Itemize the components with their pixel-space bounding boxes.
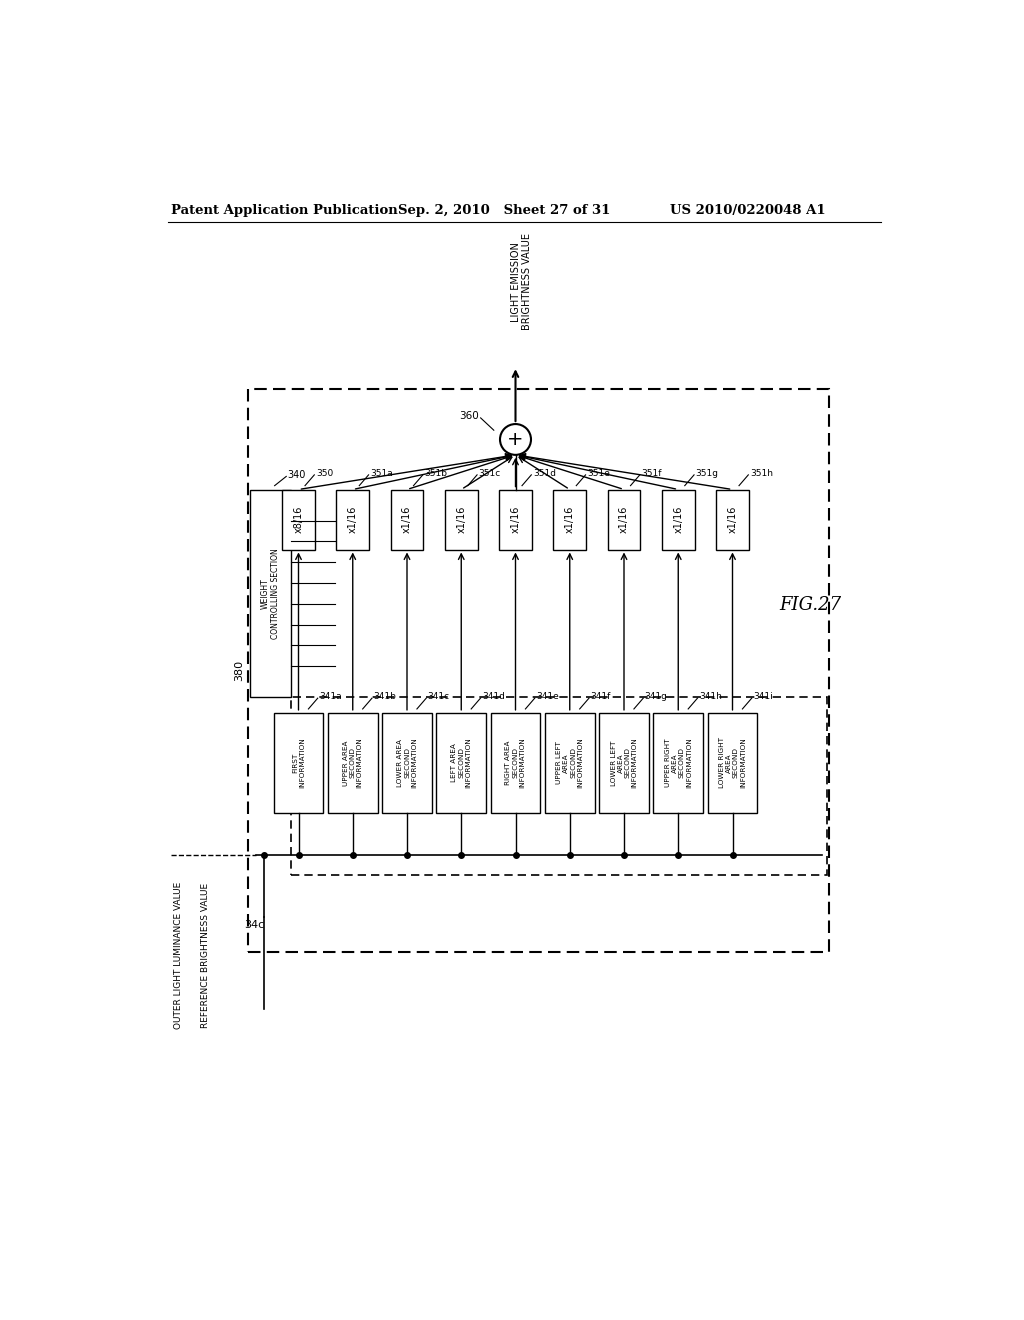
Bar (445, 490, 477, 549)
Bar (653, 713, 703, 813)
Text: 351a: 351a (370, 469, 393, 478)
Text: 351c: 351c (478, 469, 501, 478)
Text: 351b: 351b (424, 469, 447, 478)
Text: LOWER RIGHT
AREA
SECOND
INFORMATION: LOWER RIGHT AREA SECOND INFORMATION (719, 738, 746, 788)
Text: FIG.27: FIG.27 (779, 597, 841, 614)
Bar (599, 713, 649, 813)
Text: UPPER RIGHT
AREA
SECOND
INFORMATION: UPPER RIGHT AREA SECOND INFORMATION (665, 738, 692, 788)
Text: 380: 380 (234, 660, 245, 681)
Text: 350: 350 (315, 469, 333, 478)
Bar (500, 490, 531, 549)
Text: WEIGHT
CONTROLLING SECTION: WEIGHT CONTROLLING SECTION (261, 548, 281, 639)
Text: x1/16: x1/16 (673, 506, 683, 533)
Bar (554, 490, 586, 549)
Text: UPPER LEFT
AREA
SECOND
INFORMATION: UPPER LEFT AREA SECOND INFORMATION (556, 738, 584, 788)
Text: REFERENCE BRIGHTNESS VALUE: REFERENCE BRIGHTNESS VALUE (201, 883, 210, 1028)
Text: 341a: 341a (319, 692, 342, 701)
Text: LIGHT EMISSION
BRIGHTNESS VALUE: LIGHT EMISSION BRIGHTNESS VALUE (511, 234, 532, 330)
Text: x1/16: x1/16 (457, 506, 466, 533)
Bar (248, 389, 829, 952)
Bar (662, 490, 694, 549)
Text: 341e: 341e (537, 692, 559, 701)
Text: UPPER AREA
SECOND
INFORMATION: UPPER AREA SECOND INFORMATION (343, 738, 362, 788)
Bar (607, 490, 640, 549)
Bar (716, 490, 749, 549)
Text: 351h: 351h (750, 469, 773, 478)
Bar (545, 713, 595, 813)
Text: LOWER LEFT
AREA
SECOND
INFORMATION: LOWER LEFT AREA SECOND INFORMATION (610, 738, 638, 788)
Text: x1/16: x1/16 (511, 506, 520, 533)
Text: 341b: 341b (374, 692, 396, 701)
Text: Sep. 2, 2010   Sheet 27 of 31: Sep. 2, 2010 Sheet 27 of 31 (397, 205, 610, 218)
Text: 351e: 351e (587, 469, 610, 478)
Text: 34c: 34c (244, 920, 264, 929)
Bar (273, 713, 324, 813)
Bar (291, 697, 827, 875)
Text: x1/16: x1/16 (565, 506, 574, 533)
Text: 351g: 351g (695, 469, 719, 478)
Text: x1/16: x1/16 (618, 506, 629, 533)
Bar (328, 713, 378, 813)
Text: 351f: 351f (641, 469, 662, 478)
Text: x1/16: x1/16 (402, 506, 412, 533)
Bar (391, 490, 423, 549)
Text: 341d: 341d (482, 692, 505, 701)
Text: FIRST
INFORMATION: FIRST INFORMATION (292, 738, 305, 788)
Text: 341c: 341c (428, 692, 450, 701)
Text: 360: 360 (460, 412, 479, 421)
Text: +: + (507, 430, 523, 449)
Bar (490, 713, 541, 813)
Bar (382, 713, 432, 813)
Text: US 2010/0220048 A1: US 2010/0220048 A1 (671, 205, 826, 218)
Text: 340: 340 (288, 470, 306, 480)
Text: x1/16: x1/16 (348, 506, 357, 533)
Text: 341i: 341i (754, 692, 773, 701)
Text: LOWER AREA
SECOND
INFORMATION: LOWER AREA SECOND INFORMATION (397, 738, 417, 788)
Bar (251, 490, 291, 697)
Text: 341h: 341h (699, 692, 722, 701)
Text: LEFT AREA
SECOND
INFORMATION: LEFT AREA SECOND INFORMATION (452, 738, 471, 788)
Bar (283, 490, 314, 549)
Text: 341g: 341g (645, 692, 668, 701)
Text: 341f: 341f (591, 692, 611, 701)
Bar (708, 713, 758, 813)
Text: OUTER LIGHT LUMINANCE VALUE: OUTER LIGHT LUMINANCE VALUE (174, 882, 183, 1030)
Text: 351d: 351d (532, 469, 556, 478)
Bar (436, 713, 486, 813)
Text: x1/16: x1/16 (727, 506, 737, 533)
Bar (337, 490, 369, 549)
Text: Patent Application Publication: Patent Application Publication (171, 205, 397, 218)
Text: RIGHT AREA
SECOND
INFORMATION: RIGHT AREA SECOND INFORMATION (506, 738, 525, 788)
Text: x8/16: x8/16 (294, 506, 303, 533)
